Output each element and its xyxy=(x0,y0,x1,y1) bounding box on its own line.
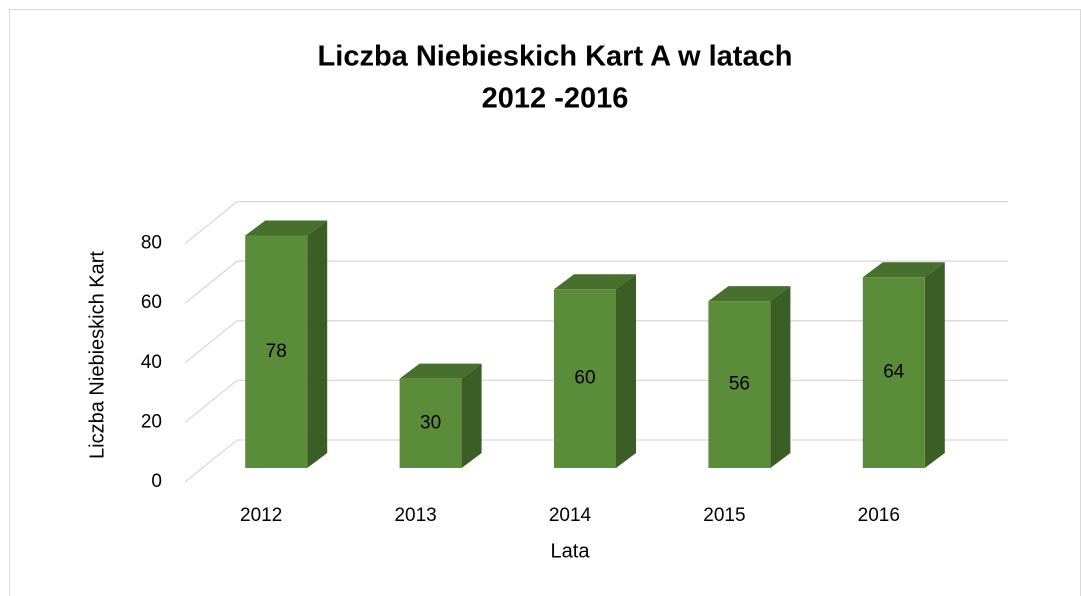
bar-top xyxy=(399,363,482,379)
x-tick-label: 2015 xyxy=(703,505,745,526)
x-tick-label: 2016 xyxy=(858,505,900,526)
bar-front xyxy=(399,378,462,468)
bar-front xyxy=(708,301,771,468)
bar-front xyxy=(245,235,308,468)
bar xyxy=(399,363,482,468)
x-axis-title: Lata xyxy=(551,540,591,562)
bar-side xyxy=(307,220,328,468)
data-label: 30 xyxy=(420,412,441,433)
bar-top xyxy=(245,220,328,236)
y-tick-label: 60 xyxy=(141,292,162,313)
bar-side xyxy=(770,286,791,468)
chart-title: Liczba Niebieskich Kart A w latach xyxy=(318,41,793,73)
bar xyxy=(862,262,945,468)
bar xyxy=(708,286,791,468)
y-tick-label: 80 xyxy=(141,233,162,254)
y-tick-label: 40 xyxy=(141,352,162,373)
grid-line xyxy=(184,260,1008,304)
chart-title: 2012 -2016 xyxy=(482,83,629,115)
bar xyxy=(554,274,636,468)
x-tick-label: 2013 xyxy=(394,505,436,526)
y-tick-label: 20 xyxy=(141,411,162,432)
grid-line xyxy=(184,200,1008,245)
bar-top xyxy=(708,286,791,302)
data-label: 78 xyxy=(266,341,287,362)
x-tick-label: 2014 xyxy=(549,505,592,526)
bar xyxy=(245,220,328,468)
y-axis-title: Liczba Niebieskich Kart xyxy=(86,251,108,459)
bar-side xyxy=(461,363,482,468)
bar-top xyxy=(554,274,636,290)
bar-side xyxy=(924,262,945,468)
bar-front xyxy=(862,277,925,468)
data-label: 60 xyxy=(574,368,595,389)
y-tick-label: 0 xyxy=(151,471,162,492)
bar-top xyxy=(862,262,945,278)
data-label: 56 xyxy=(729,374,750,395)
x-tick-label: 2012 xyxy=(240,505,282,526)
bar-front xyxy=(554,289,616,468)
data-label: 64 xyxy=(883,362,905,383)
bar-side xyxy=(616,274,636,468)
